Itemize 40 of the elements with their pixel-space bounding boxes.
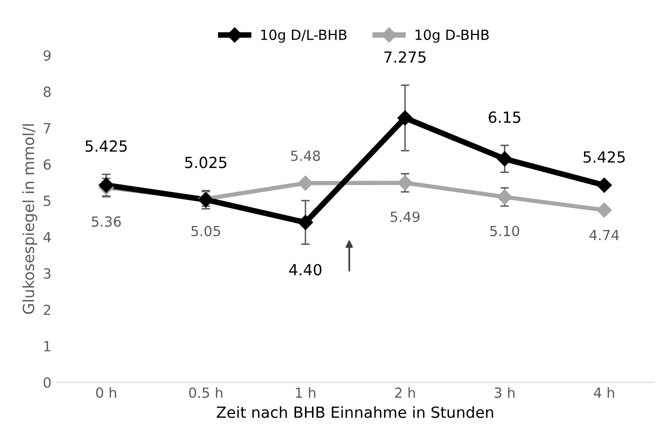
y-tick-label: 7: [44, 123, 50, 134]
x-tick-label: 0 h: [96, 387, 116, 398]
data-label: 5.49: [390, 212, 420, 222]
point: [497, 189, 512, 205]
point: [397, 175, 413, 190]
data-label: 6.15: [488, 111, 520, 123]
data-label: 5.05: [191, 226, 220, 236]
legend-label: 10g D/L-BHB: [261, 30, 346, 43]
x-axis-title: Zeit nach BHB Einnahme in Stunden: [216, 406, 494, 418]
data-label: 5.36: [92, 216, 121, 227]
y-tick-label: 8: [44, 86, 51, 98]
x-tick-label: 4 h: [594, 387, 614, 398]
data-label: 7.275: [384, 51, 426, 63]
point: [497, 151, 512, 166]
point: [397, 110, 413, 126]
y-tick-label: 0: [44, 377, 51, 388]
legend-label: 10g D-BHB: [416, 30, 489, 43]
y-tick-label: 9: [44, 50, 51, 61]
x-tick-label: 0.5 h: [189, 387, 222, 398]
data-label: 5.425: [584, 151, 625, 163]
point: [298, 176, 314, 191]
y-axis-title: Glukosespiegel in mmol/l: [22, 124, 38, 314]
y-tick-label: 1: [44, 341, 50, 352]
y-tick-label: 5: [44, 196, 50, 206]
point: [298, 214, 314, 230]
x-tick-label: 3 h: [494, 387, 514, 398]
x-tick-label: 2 h: [395, 387, 415, 398]
data-label: 4.74: [589, 230, 619, 240]
data-label: 5.48: [291, 150, 320, 162]
point: [596, 178, 612, 193]
x-tick-label: 1 h: [296, 387, 316, 398]
y-tick-label: 4: [43, 232, 51, 242]
data-label: 4.40: [289, 264, 322, 276]
data-label: 5.425: [86, 140, 127, 152]
y-tick-label: 3: [44, 268, 50, 279]
y-tick-label: 2: [44, 304, 50, 315]
y-tick-label: 6: [44, 159, 51, 170]
data-label: 5.025: [185, 156, 226, 168]
point: [596, 202, 612, 218]
data-label: 5.10: [490, 226, 520, 236]
